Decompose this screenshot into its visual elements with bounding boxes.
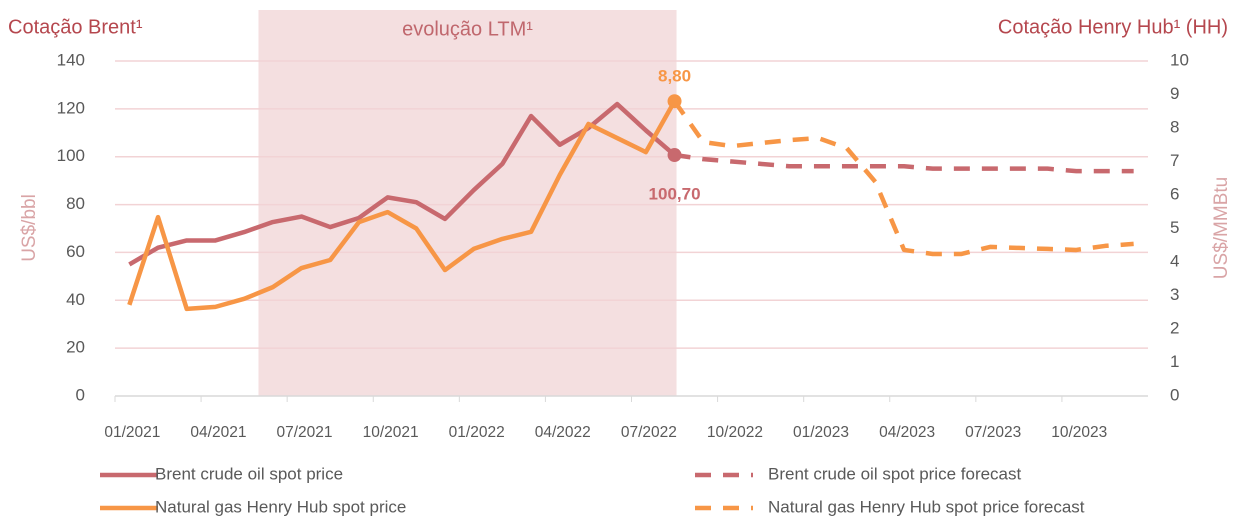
y2-tick-label: 0 — [1170, 385, 1179, 404]
y-tick-label: 140 — [57, 50, 85, 69]
y2-tick-label: 8 — [1170, 117, 1179, 136]
y-tick-label: 60 — [66, 242, 85, 261]
y2-tick-label: 4 — [1170, 251, 1179, 270]
y2-tick-label: 5 — [1170, 218, 1179, 237]
legend-label: Brent crude oil spot price — [155, 464, 343, 483]
y-tick-label: 120 — [57, 98, 85, 117]
x-tick-label: 07/2023 — [965, 424, 1021, 441]
point-marker — [667, 94, 682, 109]
x-tick-label: 01/2022 — [449, 424, 505, 441]
y2-axis-title: US$/MMBtu — [1211, 177, 1232, 279]
x-tick-label: 01/2021 — [104, 424, 160, 441]
series-line — [674, 152, 1134, 174]
x-tick-label: 04/2022 — [535, 424, 591, 441]
legend-label: Natural gas Henry Hub spot price forecas… — [768, 497, 1085, 516]
x-tick-label: 04/2021 — [190, 424, 246, 441]
data-label: 100,70 — [649, 185, 701, 204]
y2-tick-label: 3 — [1170, 285, 1179, 304]
y-axis-title: US$/bbl — [19, 194, 40, 262]
x-tick-label: 01/2023 — [793, 424, 849, 441]
y2-tick-label: 9 — [1170, 84, 1179, 103]
left-title: Cotação Brent¹ — [8, 16, 143, 38]
y2-tick-label: 10 — [1170, 50, 1189, 69]
y2-tick-label: 6 — [1170, 184, 1179, 203]
x-tick-label: 07/2022 — [621, 424, 677, 441]
shade-label: evolução LTM¹ — [402, 18, 533, 40]
series-line — [672, 99, 1134, 257]
right-title: Cotação Henry Hub¹ (HH) — [998, 16, 1228, 38]
legend-label: Natural gas Henry Hub spot price — [155, 497, 406, 516]
shade — [258, 10, 677, 396]
x-tick-label: 07/2021 — [276, 424, 332, 441]
y-tick-label: 80 — [66, 194, 85, 213]
series-line — [127, 100, 677, 312]
y2-tick-label: 1 — [1170, 352, 1179, 371]
x-tick-label: 04/2023 — [879, 424, 935, 441]
y2-tick-label: 7 — [1170, 151, 1179, 170]
x-tick-label: 10/2022 — [707, 424, 763, 441]
y-tick-label: 40 — [66, 290, 85, 309]
point-marker — [667, 148, 682, 163]
y2-tick-label: 2 — [1170, 318, 1179, 337]
x-tick-label: 10/2021 — [363, 424, 419, 441]
y-tick-label: 100 — [57, 146, 85, 165]
y-tick-label: 20 — [66, 338, 85, 357]
y-tick-label: 0 — [76, 385, 85, 404]
legend-label: Brent crude oil spot price forecast — [768, 464, 1022, 483]
data-label: 8,80 — [658, 67, 691, 86]
x-tick-label: 10/2023 — [1051, 424, 1107, 441]
